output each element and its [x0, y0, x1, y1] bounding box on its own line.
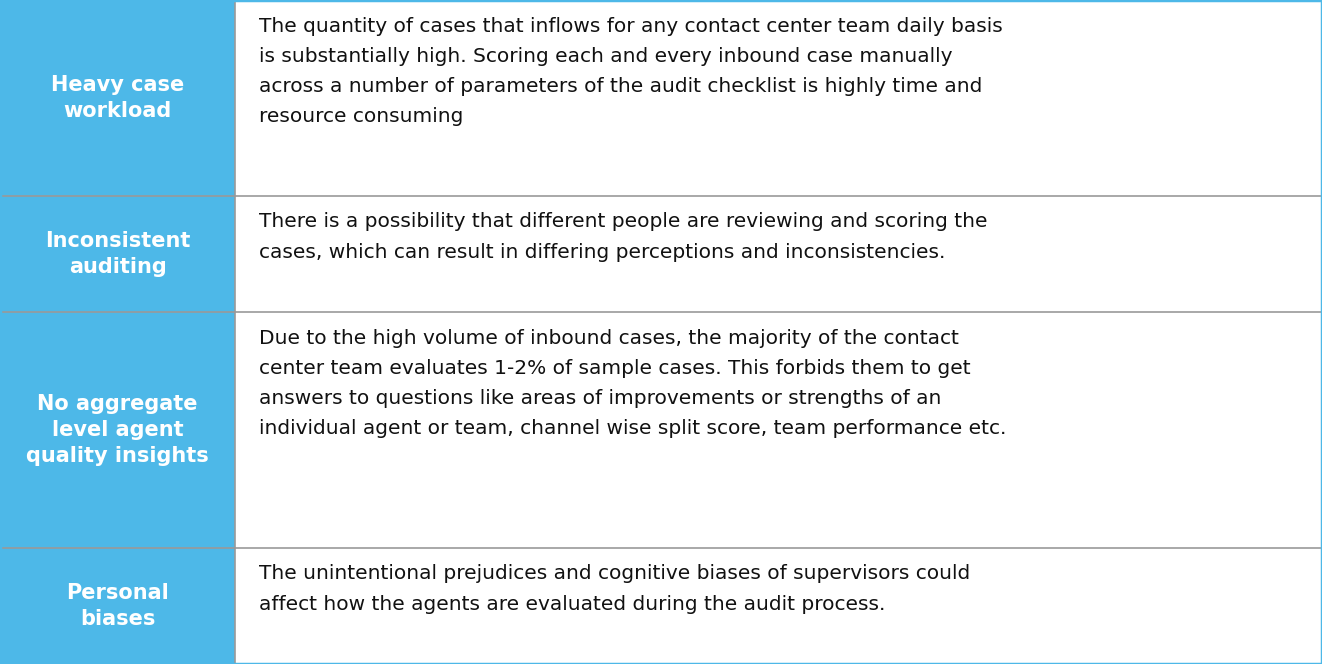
Text: Personal
biases: Personal biases	[66, 583, 169, 629]
Text: Due to the high volume of inbound cases, the majority of the contact
center team: Due to the high volume of inbound cases,…	[259, 329, 1006, 438]
Bar	[235, 312, 1322, 548]
Bar	[0, 0, 235, 196]
Bar	[235, 548, 1322, 664]
Bar	[0, 548, 235, 664]
Text: The unintentional prejudices and cognitive biases of supervisors could
affect ho: The unintentional prejudices and cogniti…	[259, 564, 970, 614]
Bar	[0, 196, 235, 312]
Text: Inconsistent
auditing: Inconsistent auditing	[45, 231, 190, 277]
Bar	[0, 312, 235, 548]
Bar	[235, 196, 1322, 312]
Bar	[235, 0, 1322, 196]
Text: The quantity of cases that inflows for any contact center team daily basis
is su: The quantity of cases that inflows for a…	[259, 17, 1003, 126]
Text: Heavy case
workload: Heavy case workload	[52, 75, 184, 121]
Text: There is a possibility that different people are reviewing and scoring the
cases: There is a possibility that different pe…	[259, 212, 988, 262]
Text: No aggregate
level agent
quality insights: No aggregate level agent quality insight…	[26, 394, 209, 466]
